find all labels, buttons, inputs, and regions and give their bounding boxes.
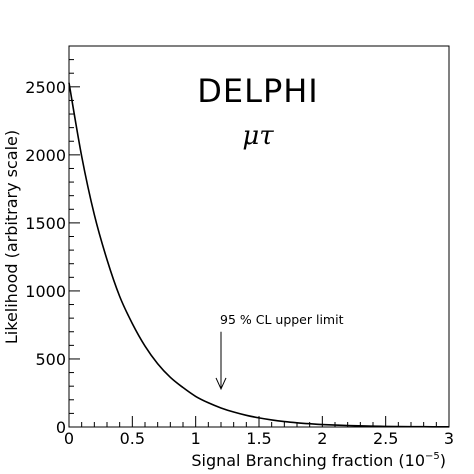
y-tick-label: 2000 xyxy=(25,146,66,165)
tick-labels: 0 0.5 1 1.5 2 2.5 3 0 500 1000 1500 2000 2500 xyxy=(25,78,454,448)
y-tick-label: 0 xyxy=(56,418,66,437)
x-axis-label-exponent: −5 xyxy=(425,451,440,462)
x-tick-label: 0 xyxy=(64,429,74,448)
x-tick-label: 2 xyxy=(317,429,327,448)
upper-limit-annotation: 95 % CL upper limit xyxy=(215,312,344,391)
x-tick-label: 0.5 xyxy=(120,429,145,448)
upper-limit-label: 95 % CL upper limit xyxy=(220,312,344,327)
y-axis-label: Likelihood (arbitrary scale) xyxy=(2,130,21,344)
y-tick-label: 2500 xyxy=(25,78,66,97)
x-axis-label-close: ) xyxy=(440,451,446,470)
x-axis-label: Signal Branching fraction (10−5) xyxy=(191,451,446,470)
upper-limit-arrow-head xyxy=(215,377,227,391)
likelihood-curve xyxy=(68,82,450,428)
x-axis-label-main: Signal Branching fraction (10 xyxy=(191,451,425,470)
y-tick-label: 1000 xyxy=(25,282,66,301)
x-tick-label: 3 xyxy=(444,429,454,448)
y-tick-label: 500 xyxy=(35,350,66,369)
chart-subtitle: μτ xyxy=(242,121,274,151)
x-tick-label: 1 xyxy=(191,429,201,448)
x-tick-label: 2.5 xyxy=(373,429,398,448)
x-tick-label: 1.5 xyxy=(246,429,271,448)
y-tick-label: 1500 xyxy=(25,214,66,233)
chart-title: DELPHI xyxy=(197,72,318,110)
